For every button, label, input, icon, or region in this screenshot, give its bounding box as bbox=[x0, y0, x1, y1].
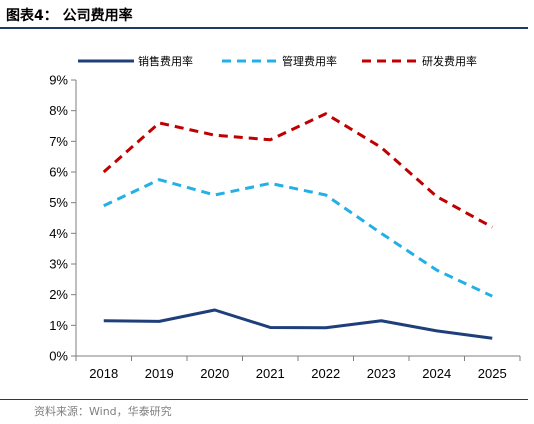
y-tick-label: 4% bbox=[49, 226, 68, 241]
legend-label-3: 研发费用率 bbox=[422, 54, 477, 68]
y-tick-label: 3% bbox=[49, 257, 68, 272]
header-divider bbox=[0, 27, 528, 29]
x-tick-label: 2025 bbox=[478, 366, 507, 381]
chart-axes: 0% 1% 2% 3% 4% 5% 6% 7% 8% 9% 2018 2019 2020 2021 2022… bbox=[49, 73, 521, 381]
series-line-1 bbox=[103, 308, 493, 340]
line-chart: 销售费用率 管理费用率 研发费用率 0% 1% 2% 3% 4% 5% 6% 7% 8% 9% 2018… bbox=[49, 54, 521, 381]
footer-divider bbox=[0, 399, 528, 400]
y-tick-label: 7% bbox=[49, 134, 68, 149]
y-tick-label: 2% bbox=[49, 287, 68, 302]
figure-header: 图表4： 公司费用率 bbox=[0, 0, 534, 30]
figure-title: 图表4： 公司费用率 bbox=[6, 8, 133, 24]
y-tick-label: 1% bbox=[49, 318, 68, 333]
y-tick-label: 6% bbox=[49, 165, 68, 180]
y-tick-label: 0% bbox=[49, 349, 68, 364]
x-tick-label: 2024 bbox=[422, 366, 451, 381]
series-line-2 bbox=[103, 178, 493, 298]
x-tick-label: 2020 bbox=[200, 366, 229, 381]
y-tick-label: 8% bbox=[49, 103, 68, 118]
x-tick-label: 2023 bbox=[367, 366, 396, 381]
y-tick-label: 5% bbox=[49, 195, 68, 210]
x-tick-label: 2018 bbox=[89, 366, 118, 381]
x-tick-label: 2021 bbox=[256, 366, 285, 381]
chart-legend: 销售费用率 管理费用率 研发费用率 bbox=[78, 54, 477, 68]
x-tick-label: 2019 bbox=[145, 366, 174, 381]
legend-label-2: 管理费用率 bbox=[282, 54, 337, 68]
y-tick-label: 9% bbox=[49, 73, 68, 88]
source-note: 资料来源：Wind，华泰研究 bbox=[34, 405, 172, 418]
chart-series bbox=[102, 112, 493, 340]
legend-label-1: 销售费用率 bbox=[138, 54, 193, 68]
series-line-3 bbox=[102, 112, 493, 229]
x-tick-label: 2022 bbox=[311, 366, 340, 381]
